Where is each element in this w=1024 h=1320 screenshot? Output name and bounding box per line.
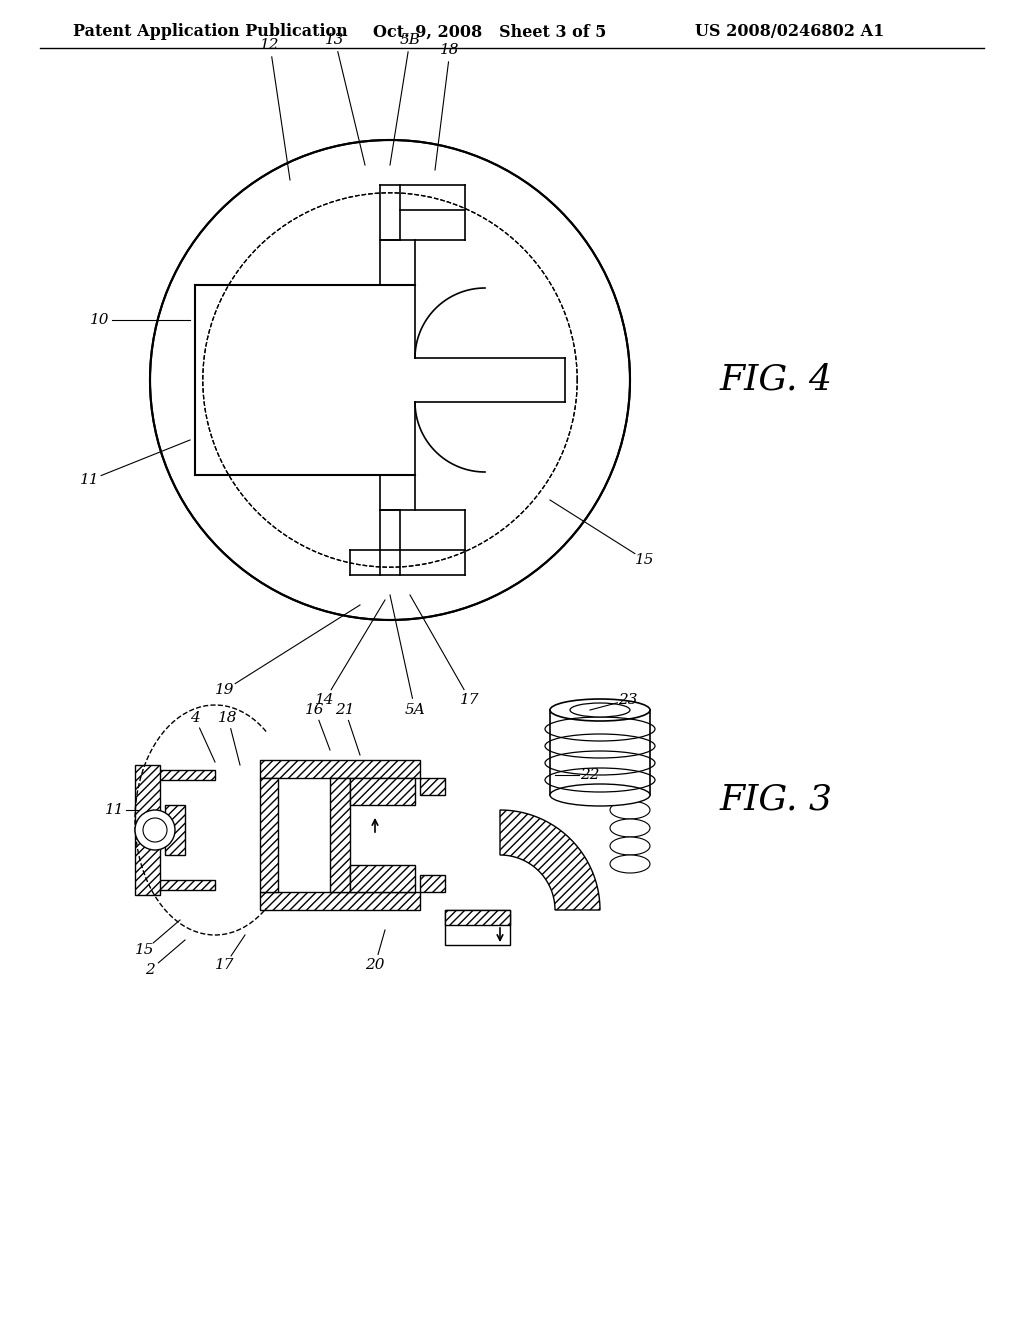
Polygon shape (380, 240, 415, 358)
Polygon shape (330, 777, 350, 892)
Text: 10: 10 (90, 313, 110, 327)
Ellipse shape (610, 855, 650, 873)
Polygon shape (415, 358, 565, 403)
Text: 12: 12 (260, 38, 280, 51)
Text: 23: 23 (618, 693, 638, 708)
Polygon shape (165, 805, 185, 855)
Text: 5A: 5A (404, 704, 425, 717)
Polygon shape (155, 880, 215, 890)
Polygon shape (400, 210, 465, 240)
Polygon shape (350, 777, 415, 805)
Text: FIG. 3: FIG. 3 (720, 783, 833, 817)
Polygon shape (380, 240, 415, 510)
Ellipse shape (550, 700, 650, 721)
Text: 15: 15 (135, 942, 155, 957)
Polygon shape (155, 770, 215, 780)
Text: 17: 17 (460, 693, 480, 708)
Text: 19: 19 (215, 682, 234, 697)
Text: 16: 16 (305, 704, 325, 717)
Circle shape (143, 818, 167, 842)
Polygon shape (380, 240, 415, 285)
Text: 4: 4 (190, 711, 200, 725)
Circle shape (135, 810, 175, 850)
Polygon shape (350, 550, 465, 576)
Bar (550, 710, 650, 795)
Polygon shape (260, 777, 278, 892)
Polygon shape (380, 510, 465, 550)
Polygon shape (380, 475, 415, 510)
Text: 21: 21 (335, 704, 354, 717)
Polygon shape (195, 285, 380, 475)
Text: 13: 13 (326, 33, 345, 48)
Text: 17: 17 (215, 958, 234, 972)
Text: 5B: 5B (399, 33, 421, 48)
Text: 18: 18 (218, 711, 238, 725)
Text: 11: 11 (80, 473, 99, 487)
Polygon shape (260, 760, 420, 777)
Text: 18: 18 (440, 44, 460, 57)
Polygon shape (400, 185, 465, 210)
Text: US 2008/0246802 A1: US 2008/0246802 A1 (695, 24, 885, 41)
Polygon shape (420, 777, 445, 795)
Ellipse shape (610, 818, 650, 837)
Text: 20: 20 (366, 958, 385, 972)
Text: 14: 14 (315, 693, 335, 708)
Bar (445, 909, 510, 945)
Text: 15: 15 (635, 553, 654, 568)
Polygon shape (260, 892, 420, 909)
Polygon shape (380, 185, 400, 240)
Polygon shape (445, 909, 510, 925)
Polygon shape (420, 875, 445, 892)
Polygon shape (350, 865, 415, 892)
Circle shape (150, 140, 630, 620)
Polygon shape (380, 510, 400, 576)
Text: FIG. 4: FIG. 4 (720, 363, 833, 397)
Ellipse shape (570, 704, 630, 717)
Ellipse shape (610, 801, 650, 818)
Text: 22: 22 (581, 768, 600, 781)
Text: 2: 2 (145, 964, 155, 977)
Polygon shape (500, 810, 600, 909)
Text: Patent Application Publication: Patent Application Publication (73, 24, 347, 41)
Ellipse shape (550, 784, 650, 807)
Polygon shape (135, 766, 160, 895)
Text: 11: 11 (105, 803, 125, 817)
Polygon shape (195, 285, 415, 475)
Text: Oct. 9, 2008   Sheet 3 of 5: Oct. 9, 2008 Sheet 3 of 5 (374, 24, 606, 41)
Ellipse shape (610, 837, 650, 855)
